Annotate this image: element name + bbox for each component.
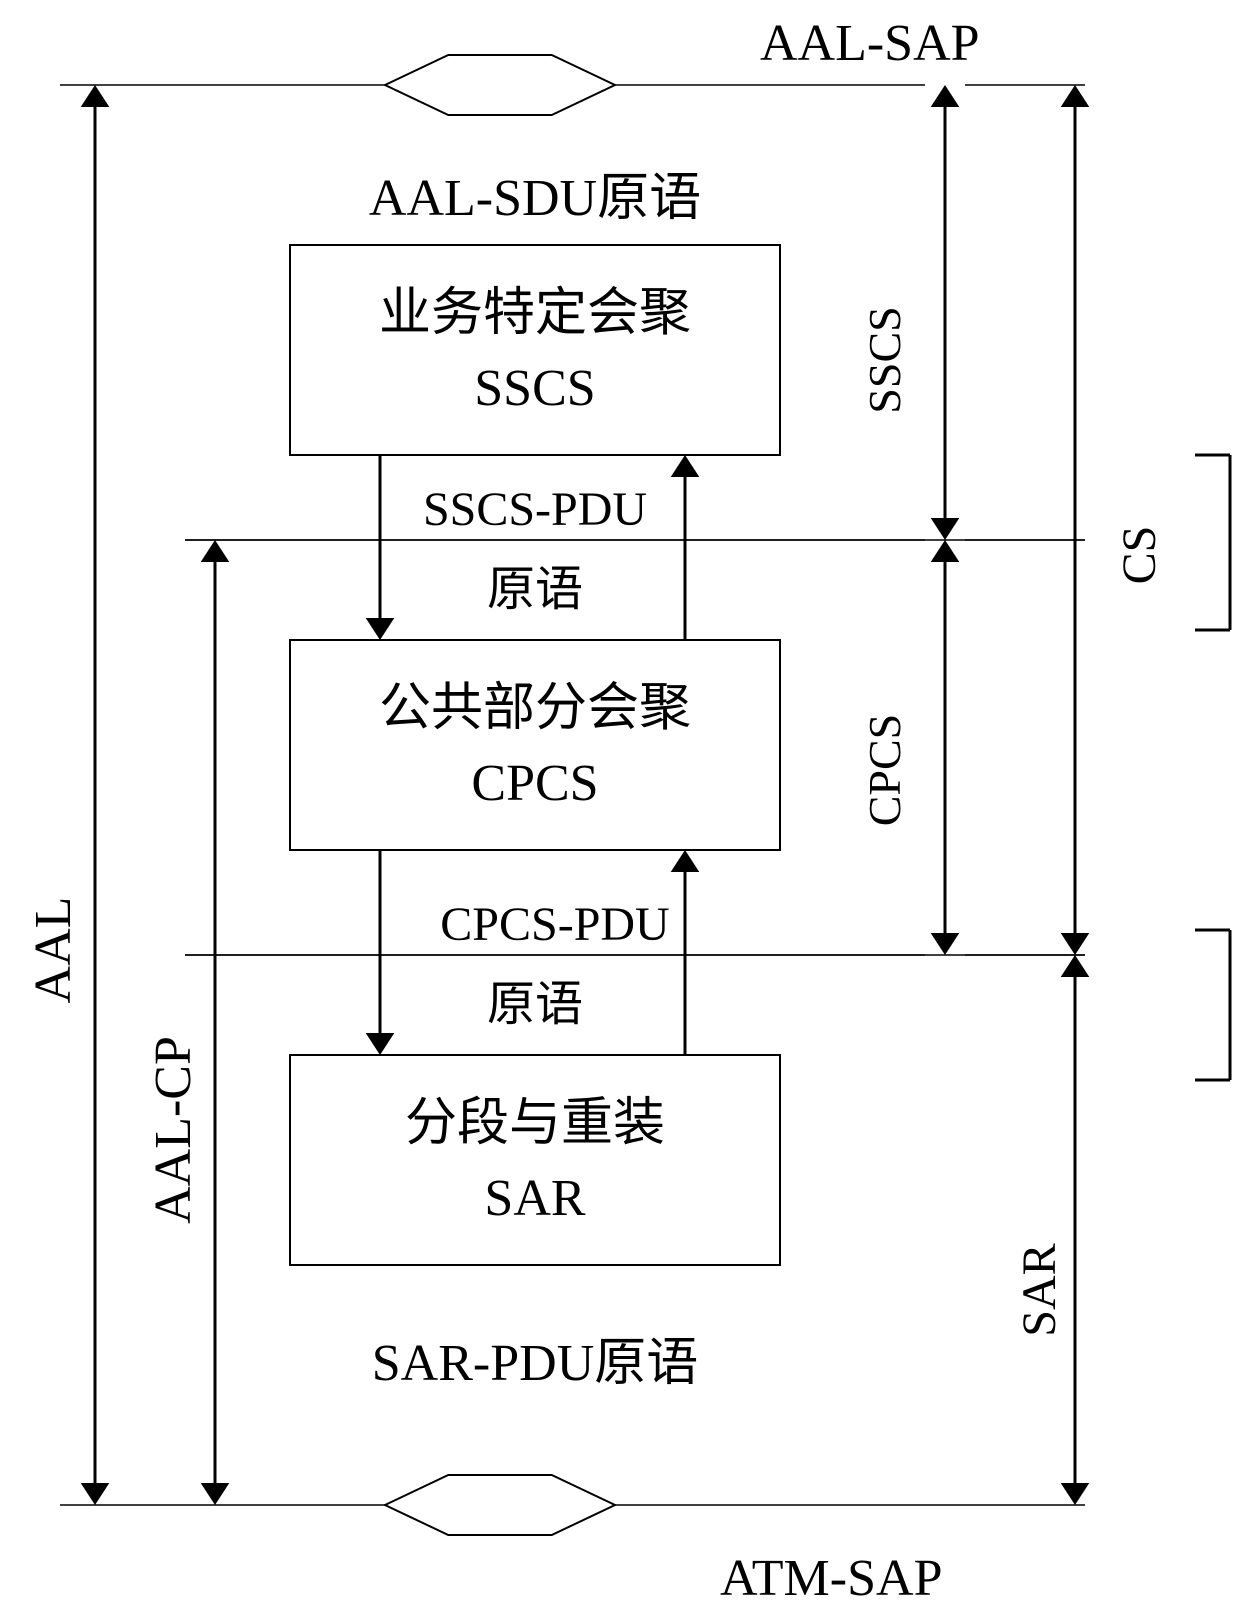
sscs-pdu-label2: 原语 [487, 563, 583, 616]
sar-pdu-label: SAR-PDU原语 [372, 1335, 699, 1392]
aal-side-label: AAL [25, 897, 82, 1004]
aal-sdu-label: AAL-SDU原语 [369, 170, 701, 227]
atm-sap-label: ATM-SAP [720, 1550, 943, 1607]
sar-side-label: SAR [1013, 1243, 1066, 1336]
cpcs-side-label: CPCS [859, 714, 910, 827]
sscs-side-label: SSCS [859, 306, 910, 413]
cs-side-label: CS [1113, 526, 1166, 585]
aalcp-side-label: AAL-CP [145, 1036, 202, 1224]
sap-hexagon [385, 55, 615, 115]
sap-hexagon [385, 1475, 615, 1535]
sscs-box-line2: SSCS [474, 360, 595, 417]
cpcs-box-line1: 公共部分会聚 [379, 680, 691, 737]
sar-box-line1: 分段与重装 [405, 1095, 665, 1152]
cpcs-pdu-label2: 原语 [487, 978, 583, 1031]
aal-sap-label: AAL-SAP [760, 15, 980, 72]
sscs-pdu-label1: SSCS-PDU [423, 483, 647, 536]
sscs-box-line1: 业务特定会聚 [379, 285, 691, 342]
cpcs-pdu-label1: CPCS-PDU [440, 898, 669, 951]
cpcs-box [290, 640, 780, 850]
sscs-box [290, 245, 780, 455]
cpcs-box-line2: CPCS [471, 755, 598, 812]
sar-box [290, 1055, 780, 1265]
sar-box-line2: SAR [484, 1170, 585, 1227]
